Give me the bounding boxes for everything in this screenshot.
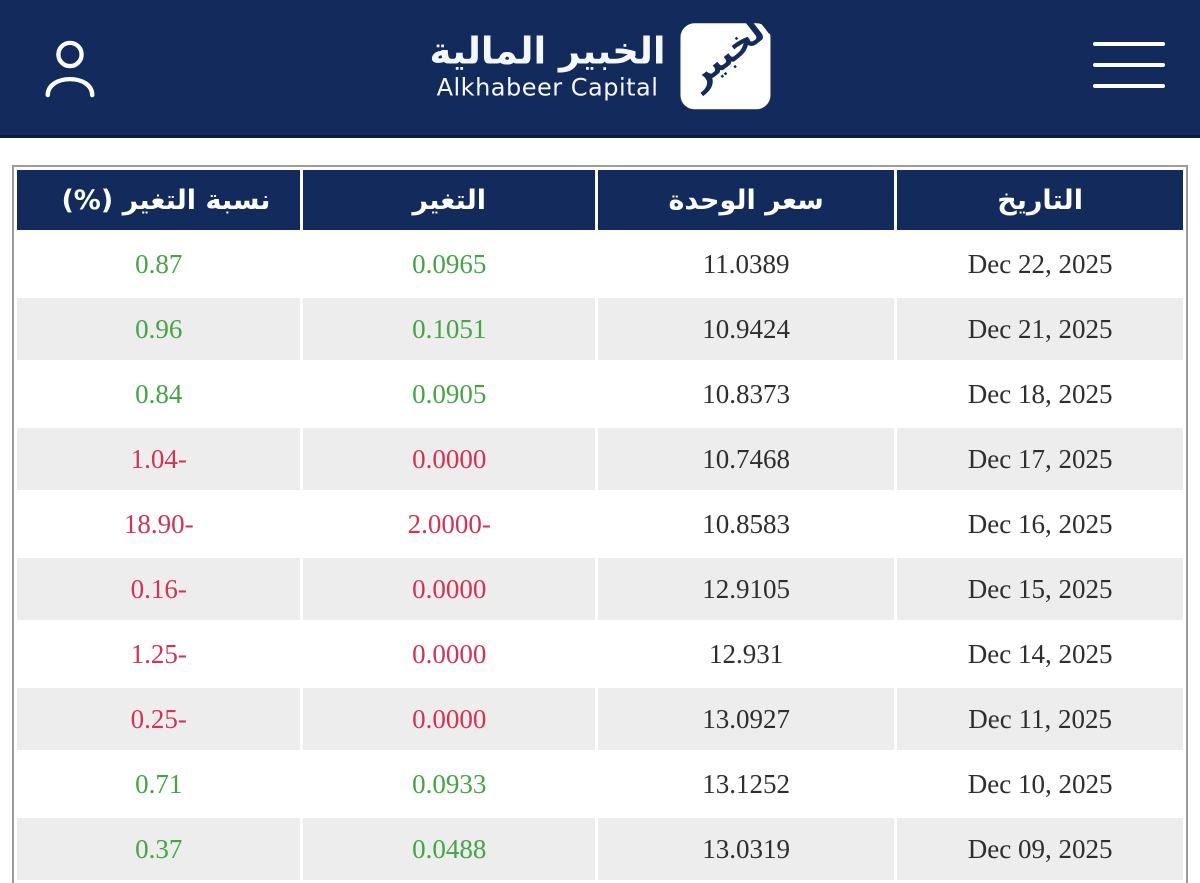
logo-calligraphy-icon: الخبير (680, 3, 782, 96)
cell-change-pct: 1.25- (17, 623, 301, 685)
brand-logo-mark: الخبير (680, 4, 782, 109)
col-header-change-pct: نسبة التغير (%) (17, 170, 301, 230)
cell-change-pct: 18.90- (17, 493, 301, 555)
cell-unit-price: 10.7468 (598, 428, 895, 490)
col-header-change: التغير (303, 170, 596, 230)
cell-date: Dec 17, 2025 (897, 428, 1183, 490)
brand-header: الخبير المالية Alkhabeer Capital الخبير (429, 4, 782, 109)
cell-date: Dec 09, 2025 (897, 818, 1183, 880)
cell-date: Dec 14, 2025 (897, 623, 1183, 685)
cell-unit-price: 12.9105 (598, 558, 895, 620)
cell-change-pct: 0.87 (17, 233, 301, 295)
cell-unit-price: 11.0389 (598, 233, 895, 295)
table-row: 1.04- 0.0000 10.7468 Dec 17, 2025 (17, 428, 1183, 490)
cell-change: 0.0965 (303, 233, 596, 295)
cell-change-pct: 0.25- (17, 688, 301, 750)
page-content: نسبة التغير (%) التغير سعر الوحدة التاري… (0, 138, 1200, 883)
cell-change-pct: 0.71 (17, 753, 301, 815)
table-row: 0.37 0.0488 13.0319 Dec 09, 2025 (17, 818, 1183, 880)
table-header: نسبة التغير (%) التغير سعر الوحدة التاري… (17, 170, 1183, 230)
cell-change: 0.0000 (303, 623, 596, 685)
table-row: 0.96 0.1051 10.9424 Dec 21, 2025 (17, 298, 1183, 360)
hamburger-icon (1093, 84, 1165, 88)
top-navigation-bar: الخبير المالية Alkhabeer Capital الخبير (0, 0, 1200, 138)
table-header-row: نسبة التغير (%) التغير سعر الوحدة التاري… (17, 170, 1183, 230)
cell-change-pct: 1.04- (17, 428, 301, 490)
cell-date: Dec 21, 2025 (897, 298, 1183, 360)
cell-date: Dec 22, 2025 (897, 233, 1183, 295)
col-header-unit-price: سعر الوحدة (598, 170, 895, 230)
table-row: 0.87 0.0965 11.0389 Dec 22, 2025 (17, 233, 1183, 295)
brand-subtitle-english: Alkhabeer Capital (436, 73, 659, 102)
cell-change: 0.0488 (303, 818, 596, 880)
brand-text-block: الخبير المالية Alkhabeer Capital (429, 30, 665, 101)
cell-unit-price: 10.9424 (598, 298, 895, 360)
cell-date: Dec 18, 2025 (897, 363, 1183, 425)
cell-change: 2.0000- (303, 493, 596, 555)
table-row: 0.71 0.0933 13.1252 Dec 10, 2025 (17, 753, 1183, 815)
person-icon (41, 40, 99, 101)
cell-change-pct: 0.84 (17, 363, 301, 425)
user-account-button[interactable] (40, 38, 100, 100)
cell-change-pct: 0.16- (17, 558, 301, 620)
hamburger-icon (1093, 42, 1165, 46)
cell-change: 0.0000 (303, 688, 596, 750)
table-row: 18.90- 2.0000- 10.8583 Dec 16, 2025 (17, 493, 1183, 555)
hamburger-menu-button[interactable] (1092, 40, 1166, 90)
price-table-body: 0.87 0.0965 11.0389 Dec 22, 2025 0.96 0.… (17, 233, 1183, 880)
table-row: 1.25- 0.0000 12.931 Dec 14, 2025 (17, 623, 1183, 685)
cell-change-pct: 0.37 (17, 818, 301, 880)
cell-unit-price: 13.1252 (598, 753, 895, 815)
cell-change: 0.0933 (303, 753, 596, 815)
cell-unit-price: 10.8373 (598, 363, 895, 425)
cell-change: 0.0905 (303, 363, 596, 425)
cell-change-pct: 0.96 (17, 298, 301, 360)
table-row: 0.25- 0.0000 13.0927 Dec 11, 2025 (17, 688, 1183, 750)
col-header-date: التاريخ (897, 170, 1183, 230)
cell-unit-price: 10.8583 (598, 493, 895, 555)
cell-unit-price: 12.931 (598, 623, 895, 685)
brand-title-arabic: الخبير المالية (429, 29, 666, 73)
hamburger-icon (1093, 63, 1165, 67)
cell-date: Dec 11, 2025 (897, 688, 1183, 750)
table-row: 0.16- 0.0000 12.9105 Dec 15, 2025 (17, 558, 1183, 620)
cell-unit-price: 13.0927 (598, 688, 895, 750)
unit-price-table: نسبة التغير (%) التغير سعر الوحدة التاري… (12, 165, 1188, 883)
cell-date: Dec 15, 2025 (897, 558, 1183, 620)
cell-change: 0.0000 (303, 428, 596, 490)
cell-date: Dec 10, 2025 (897, 753, 1183, 815)
cell-change: 0.1051 (303, 298, 596, 360)
cell-unit-price: 13.0319 (598, 818, 895, 880)
cell-change: 0.0000 (303, 558, 596, 620)
cell-date: Dec 16, 2025 (897, 493, 1183, 555)
table-row: 0.84 0.0905 10.8373 Dec 18, 2025 (17, 363, 1183, 425)
